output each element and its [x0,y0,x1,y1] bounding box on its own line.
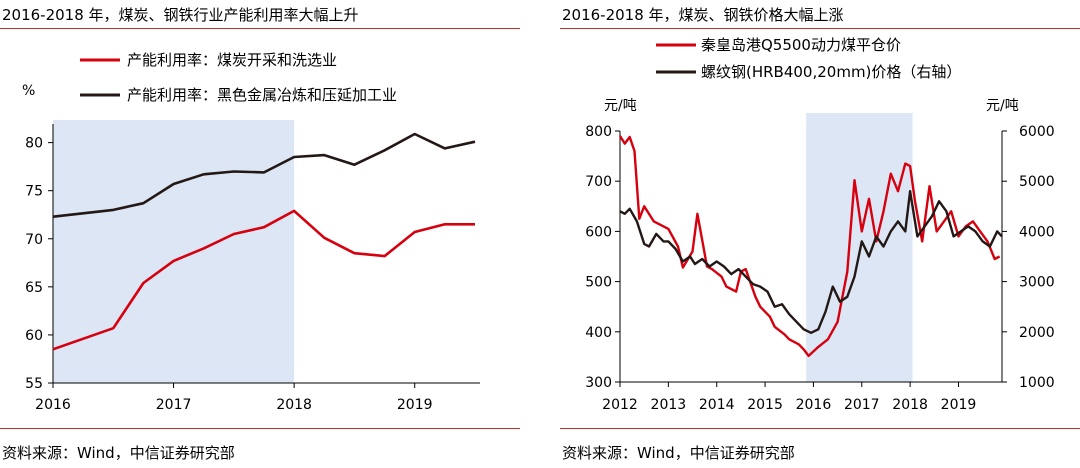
left-chart-title: 2016-2018 年，煤炭、钢铁行业产能利用率大幅上升 [2,6,359,24]
right-y-tick-label: 3000 [1019,275,1055,291]
left-panel: 2016-2018 年，煤炭、钢铁行业产能利用率大幅上升 % 55 60 65 70 75… [0,0,520,468]
steel-utilization-line [52,132,476,218]
x-tick-label: 2018 [892,397,928,413]
x-tick-label: 2014 [699,397,735,413]
rebar-price-line [619,189,1003,334]
coal-utilization-line [52,209,475,351]
x-tick-label: 2015 [747,397,783,413]
y-axis-unit-label: % [22,83,35,99]
right-y-axis-unit-label: 元/吨 [986,98,1019,114]
legend-label: 产能利用率：煤炭开采和洗选业 [127,51,337,69]
x-tick-label: 2017 [156,397,192,413]
legend-label: 秦皇岛港Q5500动力煤平仓价 [701,36,901,54]
left-y-axis-unit-label: 元/吨 [604,98,637,114]
y-tick-label: 55 [25,376,43,392]
right-source-note: 资料来源：Wind，中信证券研究部 [562,444,795,462]
left-y-tick-label: 500 [585,275,612,291]
right-y-tick-label: 2000 [1019,325,1055,341]
left-y-tick-label: 800 [585,124,612,140]
left-y-tick-label: 600 [585,224,612,240]
left-title-divider [0,28,520,29]
x-tick-label: 2018 [276,397,312,413]
x-tick-label: 2013 [651,397,687,413]
coal-steel-price-chart: 元/吨 元/吨 300 400 500 600 700 800 1000 2000 3000 4000… [585,36,1055,413]
left-y-tick-label: 700 [585,174,612,190]
x-tick-label: 2019 [397,397,433,413]
right-y-tick-label: 1000 [1019,375,1055,391]
right-y-tick-label: 4000 [1019,224,1055,240]
x-tick-label: 2016 [796,397,832,413]
y-tick-label: 75 [25,184,43,200]
coal-price-line [618,135,1001,358]
right-title-divider [560,28,1080,29]
y-tick-label: 60 [25,328,43,344]
right-y-tick-label: 5000 [1019,174,1055,190]
y-tick-label: 80 [25,136,43,152]
x-tick-label: 2016 [35,397,71,413]
left-y-tick-label: 300 [585,375,612,391]
x-tick-label: 2017 [844,397,880,413]
right-chart-title: 2016-2018 年，煤炭、钢铁价格大幅上涨 [562,6,844,24]
y-tick-label: 70 [25,232,43,248]
shaded-period-band [53,120,295,383]
left-source-note: 资料来源：Wind，中信证券研究部 [2,444,235,462]
legend-label: 螺纹钢(HRB400,20mm)价格（右轴） [701,63,961,81]
y-tick-label: 65 [25,280,43,296]
right-y-tick-label: 6000 [1019,124,1055,140]
right-source-divider [560,428,1080,429]
legend-label: 产能利用率：黑色金属冶炼和压延加工业 [127,86,397,104]
left-y-tick-label: 400 [585,325,612,341]
coal-steel-utilization-chart: % 55 60 65 70 75 80 2016 2017 2018 2019 产能利用率：煤炭开采和… [22,51,480,413]
x-tick-label: 2019 [941,397,977,413]
left-source-divider [0,428,520,429]
right-panel: 2016-2018 年，煤炭、钢铁价格大幅上涨 元/吨 元/吨 300 400 500 6… [560,0,1080,468]
x-tick-label: 2012 [602,397,638,413]
